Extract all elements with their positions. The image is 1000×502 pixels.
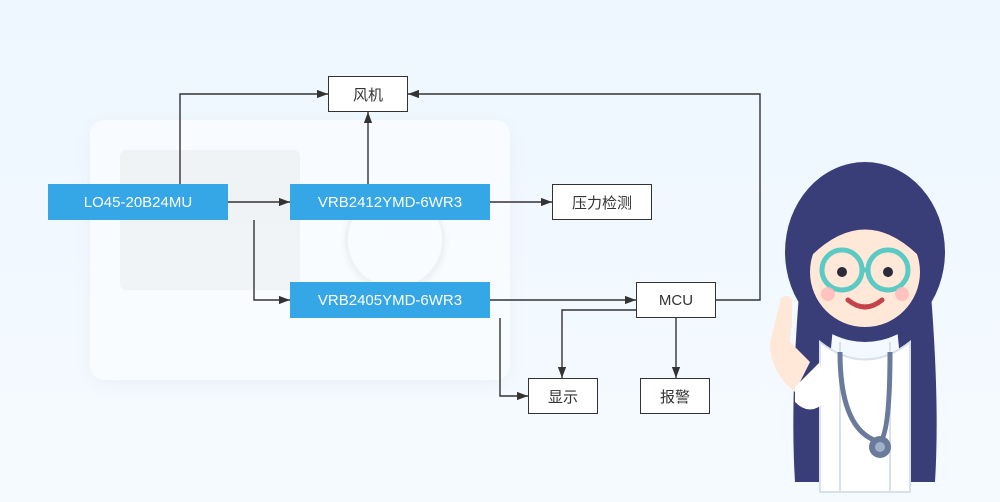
node-label: VRB2405YMD-6WR3	[318, 292, 462, 309]
node-alarm: 报警	[640, 378, 710, 414]
node-display: 显示	[528, 378, 598, 414]
node-dcdc-2405: VRB2405YMD-6WR3	[290, 282, 490, 318]
node-label: 压力检测	[572, 192, 632, 213]
node-power-supply: LO45-20B24MU	[48, 184, 228, 220]
node-label: MCU	[659, 292, 693, 309]
node-pressure-detection: 压力检测	[552, 184, 652, 220]
node-label: 报警	[660, 386, 690, 407]
node-label: LO45-20B24MU	[84, 194, 192, 211]
doctor-illustration	[740, 142, 990, 502]
node-mcu: MCU	[636, 282, 716, 318]
node-dcdc-2412: VRB2412YMD-6WR3	[290, 184, 490, 220]
node-label: 显示	[548, 386, 578, 407]
node-fan: 风机	[328, 76, 408, 112]
node-label: VRB2412YMD-6WR3	[318, 194, 462, 211]
node-label: 风机	[353, 84, 383, 105]
